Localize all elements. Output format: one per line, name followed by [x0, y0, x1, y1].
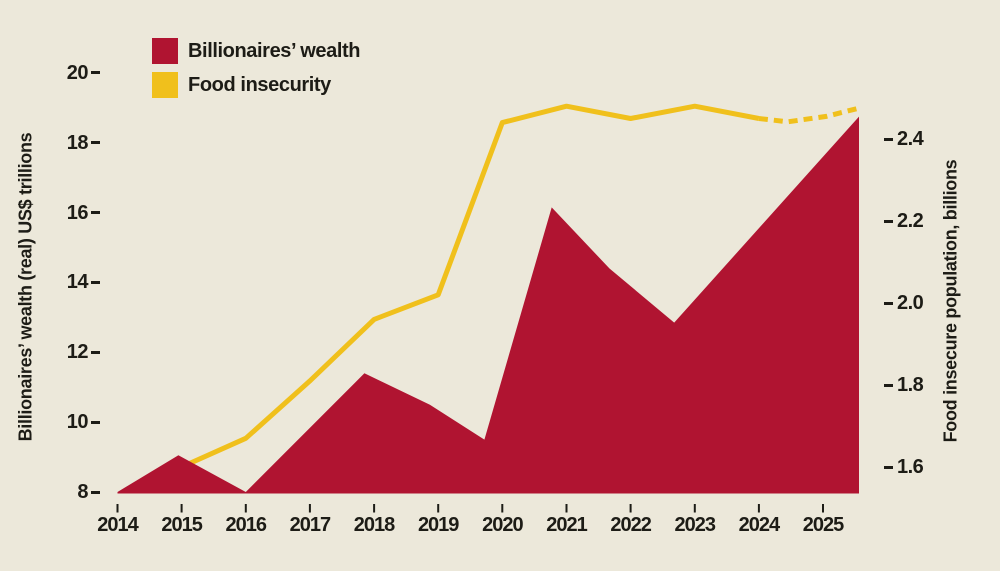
x-axis-year-label: 2023: [674, 514, 717, 536]
right-axis-tick-mark: [884, 137, 893, 141]
right-axis-tick-mark: [884, 383, 893, 387]
right-axis-tick-mark: [884, 301, 893, 305]
left-axis-tick-mark: [91, 420, 100, 424]
left-axis-tick-mark: [91, 141, 100, 145]
legend-swatch-food-insecurity: [152, 72, 178, 98]
left-axis-tick-label: 20: [66, 61, 89, 84]
right-axis-tick-label: 1.8: [897, 374, 924, 396]
x-axis-year-label: 2020: [482, 514, 524, 536]
left-axis-title: Billionaires’ wealth (real) US$ trillion…: [15, 132, 36, 442]
food-insecurity-projection-dashed-line: [758, 105, 859, 125]
left-axis-tick-label: 14: [66, 271, 89, 294]
x-axis-year-label: 2024: [738, 514, 781, 536]
right-axis-tick-mark: [884, 219, 893, 223]
x-axis-year-label: 2022: [610, 514, 652, 536]
left-axis-tick-mark: [91, 490, 100, 494]
legend-swatch-billionaires-wealth: [152, 38, 178, 64]
x-axis-year-label: 2017: [289, 514, 332, 536]
left-axis-tick-label: 10: [66, 411, 89, 434]
x-axis-year-label: 2018: [353, 514, 396, 536]
left-axis-tick-label: 18: [66, 131, 89, 154]
left-axis-tick-mark: [91, 350, 100, 354]
legend-item-food-insecurity: Food insecurity: [152, 72, 360, 98]
x-axis-year-label: 2014: [97, 514, 139, 536]
legend-item-billionaires-wealth: Billionaires’ wealth: [152, 38, 360, 64]
food-insecurity-line: [180, 103, 760, 470]
x-axis-year-label: 2015: [161, 514, 203, 536]
legend: Billionaires’ wealth Food insecurity: [152, 38, 360, 98]
x-axis-year-label: 2021: [546, 514, 588, 536]
left-axis-tick-mark: [91, 280, 100, 284]
left-axis-tick-label: 8: [77, 481, 88, 503]
legend-label-billionaires-wealth: Billionaires’ wealth: [188, 40, 361, 62]
left-axis-tick-label: 16: [66, 201, 89, 224]
legend-label-food-insecurity: Food insecurity: [188, 74, 331, 96]
x-axis-year-label: 2016: [225, 514, 268, 536]
x-axis-year-label: 2025: [802, 514, 845, 536]
right-axis-tick-label: 1.6: [897, 456, 924, 478]
right-axis-tick-mark: [884, 465, 893, 469]
left-axis-tick-label: 12: [66, 341, 89, 364]
left-axis-tick-mark: [91, 211, 100, 215]
billionaires-wealth-area: [117, 116, 859, 494]
right-axis-tick-label: 2.0: [897, 292, 924, 314]
x-axis-year-label: 2019: [417, 514, 460, 536]
right-axis-tick-label: 2.2: [897, 210, 924, 232]
right-axis-tick-label: 2.4: [897, 128, 924, 150]
left-axis-tick-mark: [91, 71, 100, 75]
